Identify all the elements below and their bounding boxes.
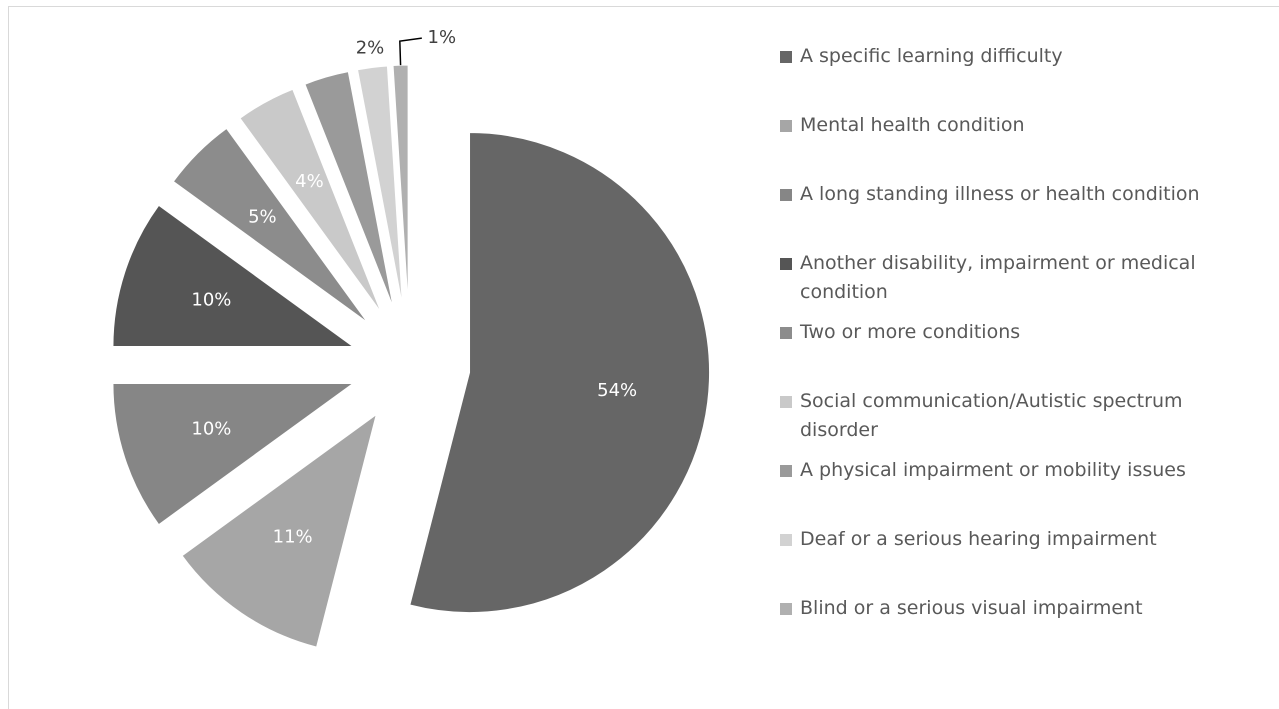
pie-chart: 54% 11% 10% 10% 5% 4% 2% 1% [112,27,710,648]
data-label: 11% [273,527,313,548]
legend-label: A long standing illness or health condit… [800,183,1200,205]
leader-line [399,37,422,66]
legend-label: A specific learning difficulty [800,45,1063,67]
pie-slice [304,71,394,308]
legend-label: Blind or a serious visual impairment [800,597,1143,619]
pie-slice [112,383,355,526]
legend-swatch [780,534,792,546]
chart-frame [8,6,1279,709]
legend-label: A physical impairment or mobility issues [800,459,1186,481]
legend-swatch [780,258,792,270]
legend-swatch [780,51,792,63]
legend-item: Social communication/Autistic spectrum d… [780,387,1250,456]
legend-item: Two or more conditions [780,318,1250,387]
legend-swatch [780,120,792,132]
data-label: 54% [597,380,637,401]
legend-swatch [780,396,792,408]
legend-label: Another disability, impairment or medica… [800,252,1196,303]
legend-item: Mental health condition [780,111,1250,180]
data-label: 2% [356,37,385,58]
data-label: 5% [248,206,277,227]
pie-slice [239,88,382,313]
pie-slice [409,132,710,613]
pie-slice [181,413,378,648]
legend-item: A long standing illness or health condit… [780,180,1250,249]
legend-swatch [780,189,792,201]
data-label: 10% [191,419,231,440]
legend-item: A physical impairment or mobility issues [780,456,1250,525]
legend-swatch [780,465,792,477]
legend: A specific learning difficulty Mental hea… [780,42,1250,663]
legend-swatch [780,327,792,339]
data-label: 1% [428,27,457,48]
legend-swatch [780,603,792,615]
legend-item: Another disability, impairment or medica… [780,249,1250,318]
legend-item: A specific learning difficulty [780,42,1250,111]
data-label: 4% [295,171,324,192]
pie-slice [392,64,409,306]
legend-label: Deaf or a serious hearing impairment [800,528,1157,550]
legend-item: Deaf or a serious hearing impairment [780,525,1250,594]
legend-label: Mental health condition [800,114,1025,136]
pie-slice [172,127,368,323]
pie-slice [112,204,355,347]
pie-slice [356,65,403,306]
legend-label: Social communication/Autistic spectrum d… [800,390,1183,441]
legend-label: Two or more conditions [800,321,1021,343]
data-label: 10% [191,289,231,310]
legend-item: Blind or a serious visual impairment [780,594,1250,663]
